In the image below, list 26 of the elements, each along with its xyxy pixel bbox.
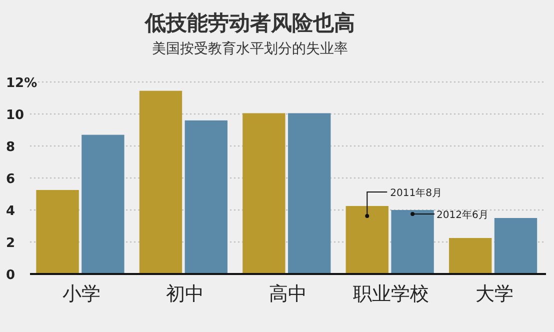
bar: [448, 238, 492, 274]
bar: [242, 113, 286, 274]
y-tick-label: 6: [6, 172, 16, 187]
y-tick-label: 0: [6, 268, 16, 283]
bar: [494, 218, 538, 274]
bar: [346, 206, 388, 274]
bar: [36, 190, 79, 274]
bar: [391, 210, 434, 274]
x-tick-label: 职业学校: [353, 283, 430, 305]
x-tick-label: 高中: [269, 283, 307, 305]
bar: [139, 90, 182, 274]
y-tick-label: 4: [6, 204, 16, 219]
y-tick-label: 8: [6, 140, 16, 155]
series-label: 2012年6月: [436, 209, 488, 221]
x-tick-label: 小学: [62, 283, 101, 305]
x-tick-label: 大学: [475, 283, 514, 305]
series-label: 2011年8月: [390, 187, 442, 199]
chart-subtitle: 美国按受教育水平划分的失业率: [152, 40, 348, 57]
chart-title: 低技能劳动者风险也高: [144, 11, 355, 35]
bar: [82, 134, 124, 274]
bar: [288, 113, 331, 274]
x-tick-label: 初中: [166, 283, 204, 305]
y-tick-label: 10: [6, 108, 24, 123]
y-tick-label: 12%: [6, 76, 38, 91]
y-tick-label: 2: [6, 236, 16, 251]
bar: [184, 120, 228, 274]
